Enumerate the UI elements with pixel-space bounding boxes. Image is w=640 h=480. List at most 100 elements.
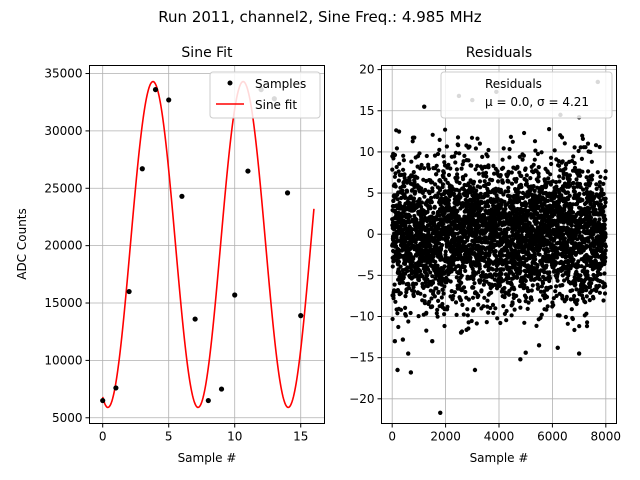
residual-point <box>539 150 544 155</box>
residual-point <box>398 264 403 269</box>
residual-point <box>409 231 414 236</box>
residual-point <box>400 280 405 285</box>
residual-point <box>412 180 417 185</box>
residual-point <box>436 168 441 173</box>
residual-point <box>535 263 540 268</box>
residual-point <box>399 195 404 201</box>
residual-point <box>583 300 588 305</box>
residual-point <box>584 288 589 293</box>
residual-point <box>580 133 585 138</box>
residual-point <box>397 129 402 134</box>
residual-point <box>589 159 595 164</box>
residual-point <box>407 214 413 219</box>
residual-point <box>562 141 567 146</box>
residual-point <box>551 303 556 308</box>
residual-point <box>577 324 582 329</box>
residual-point <box>519 173 524 179</box>
residual-point <box>390 167 395 172</box>
residual-point <box>434 172 439 177</box>
residual-point <box>512 307 517 312</box>
residual-point <box>396 178 401 183</box>
residual-point <box>492 238 497 243</box>
residual-point <box>501 267 506 272</box>
residual-point <box>479 206 484 211</box>
residual-point <box>439 243 445 248</box>
residual-point <box>432 294 437 299</box>
residual-point <box>426 267 431 272</box>
residual-point <box>403 305 408 310</box>
residuals-legend: Residuals μ = 0.0, σ = 4.21 <box>440 71 613 119</box>
residual-point <box>452 205 457 210</box>
residual-point <box>425 209 430 215</box>
residual-point <box>529 288 534 293</box>
residual-point <box>413 240 418 245</box>
residual-point <box>506 169 511 174</box>
residual-point <box>545 198 551 203</box>
residual-point <box>396 259 402 264</box>
residual-point <box>466 181 471 186</box>
residual-point <box>498 173 503 178</box>
residual-point <box>493 282 498 287</box>
residual-point <box>475 163 480 168</box>
residual-point <box>412 289 417 294</box>
residual-point <box>442 323 447 329</box>
residual-point <box>519 184 524 190</box>
sine-fit-curve <box>101 80 315 409</box>
residual-point <box>401 153 406 158</box>
residual-point <box>515 164 520 169</box>
residual-point <box>415 175 420 180</box>
residual-point <box>392 152 398 158</box>
residual-point <box>462 264 467 269</box>
residual-point <box>572 185 577 190</box>
residual-outlier-point <box>472 367 478 373</box>
residual-point <box>504 234 509 239</box>
residual-point <box>517 154 522 159</box>
sample-point <box>139 166 145 172</box>
residual-outlier-point <box>422 104 427 109</box>
residual-point <box>576 264 581 269</box>
residual-point <box>580 288 585 294</box>
residual-point <box>603 248 608 253</box>
residual-point <box>405 268 410 273</box>
residual-point <box>460 302 465 307</box>
residual-point <box>490 275 495 280</box>
legend-samples-label: Samples <box>255 77 306 91</box>
residuals-y-tick-label: −10 <box>349 310 374 324</box>
residual-point <box>418 166 423 171</box>
residual-point <box>424 328 429 333</box>
residual-point <box>496 179 501 184</box>
residual-point <box>435 151 441 157</box>
residual-point <box>585 269 590 274</box>
residual-point <box>403 239 408 244</box>
sample-point <box>205 397 211 404</box>
residual-point <box>502 285 507 291</box>
residual-point <box>440 301 445 307</box>
residual-point <box>574 301 579 307</box>
residual-point <box>495 196 500 201</box>
residual-point <box>394 146 399 151</box>
residual-point <box>416 278 422 283</box>
residual-point <box>517 198 522 204</box>
residual-point <box>476 171 481 176</box>
residual-point <box>443 127 448 132</box>
residual-point <box>422 301 427 306</box>
residual-point <box>410 139 415 144</box>
residual-point <box>417 151 422 156</box>
sample-point <box>284 190 291 196</box>
residual-point <box>603 284 608 289</box>
residual-point <box>534 219 540 225</box>
residual-point <box>411 256 416 261</box>
residual-point <box>588 181 593 186</box>
sample-point <box>232 292 238 298</box>
residual-point <box>602 204 608 209</box>
residual-point <box>561 175 566 181</box>
residual-point <box>580 197 585 203</box>
residual-point <box>590 191 595 196</box>
residual-point <box>573 282 578 287</box>
residuals-x-tick-label: 2000 <box>430 430 461 444</box>
residual-point <box>565 244 570 249</box>
residual-point <box>586 178 591 183</box>
residual-point <box>491 310 496 316</box>
residual-point <box>506 185 511 190</box>
residual-point <box>599 246 604 251</box>
